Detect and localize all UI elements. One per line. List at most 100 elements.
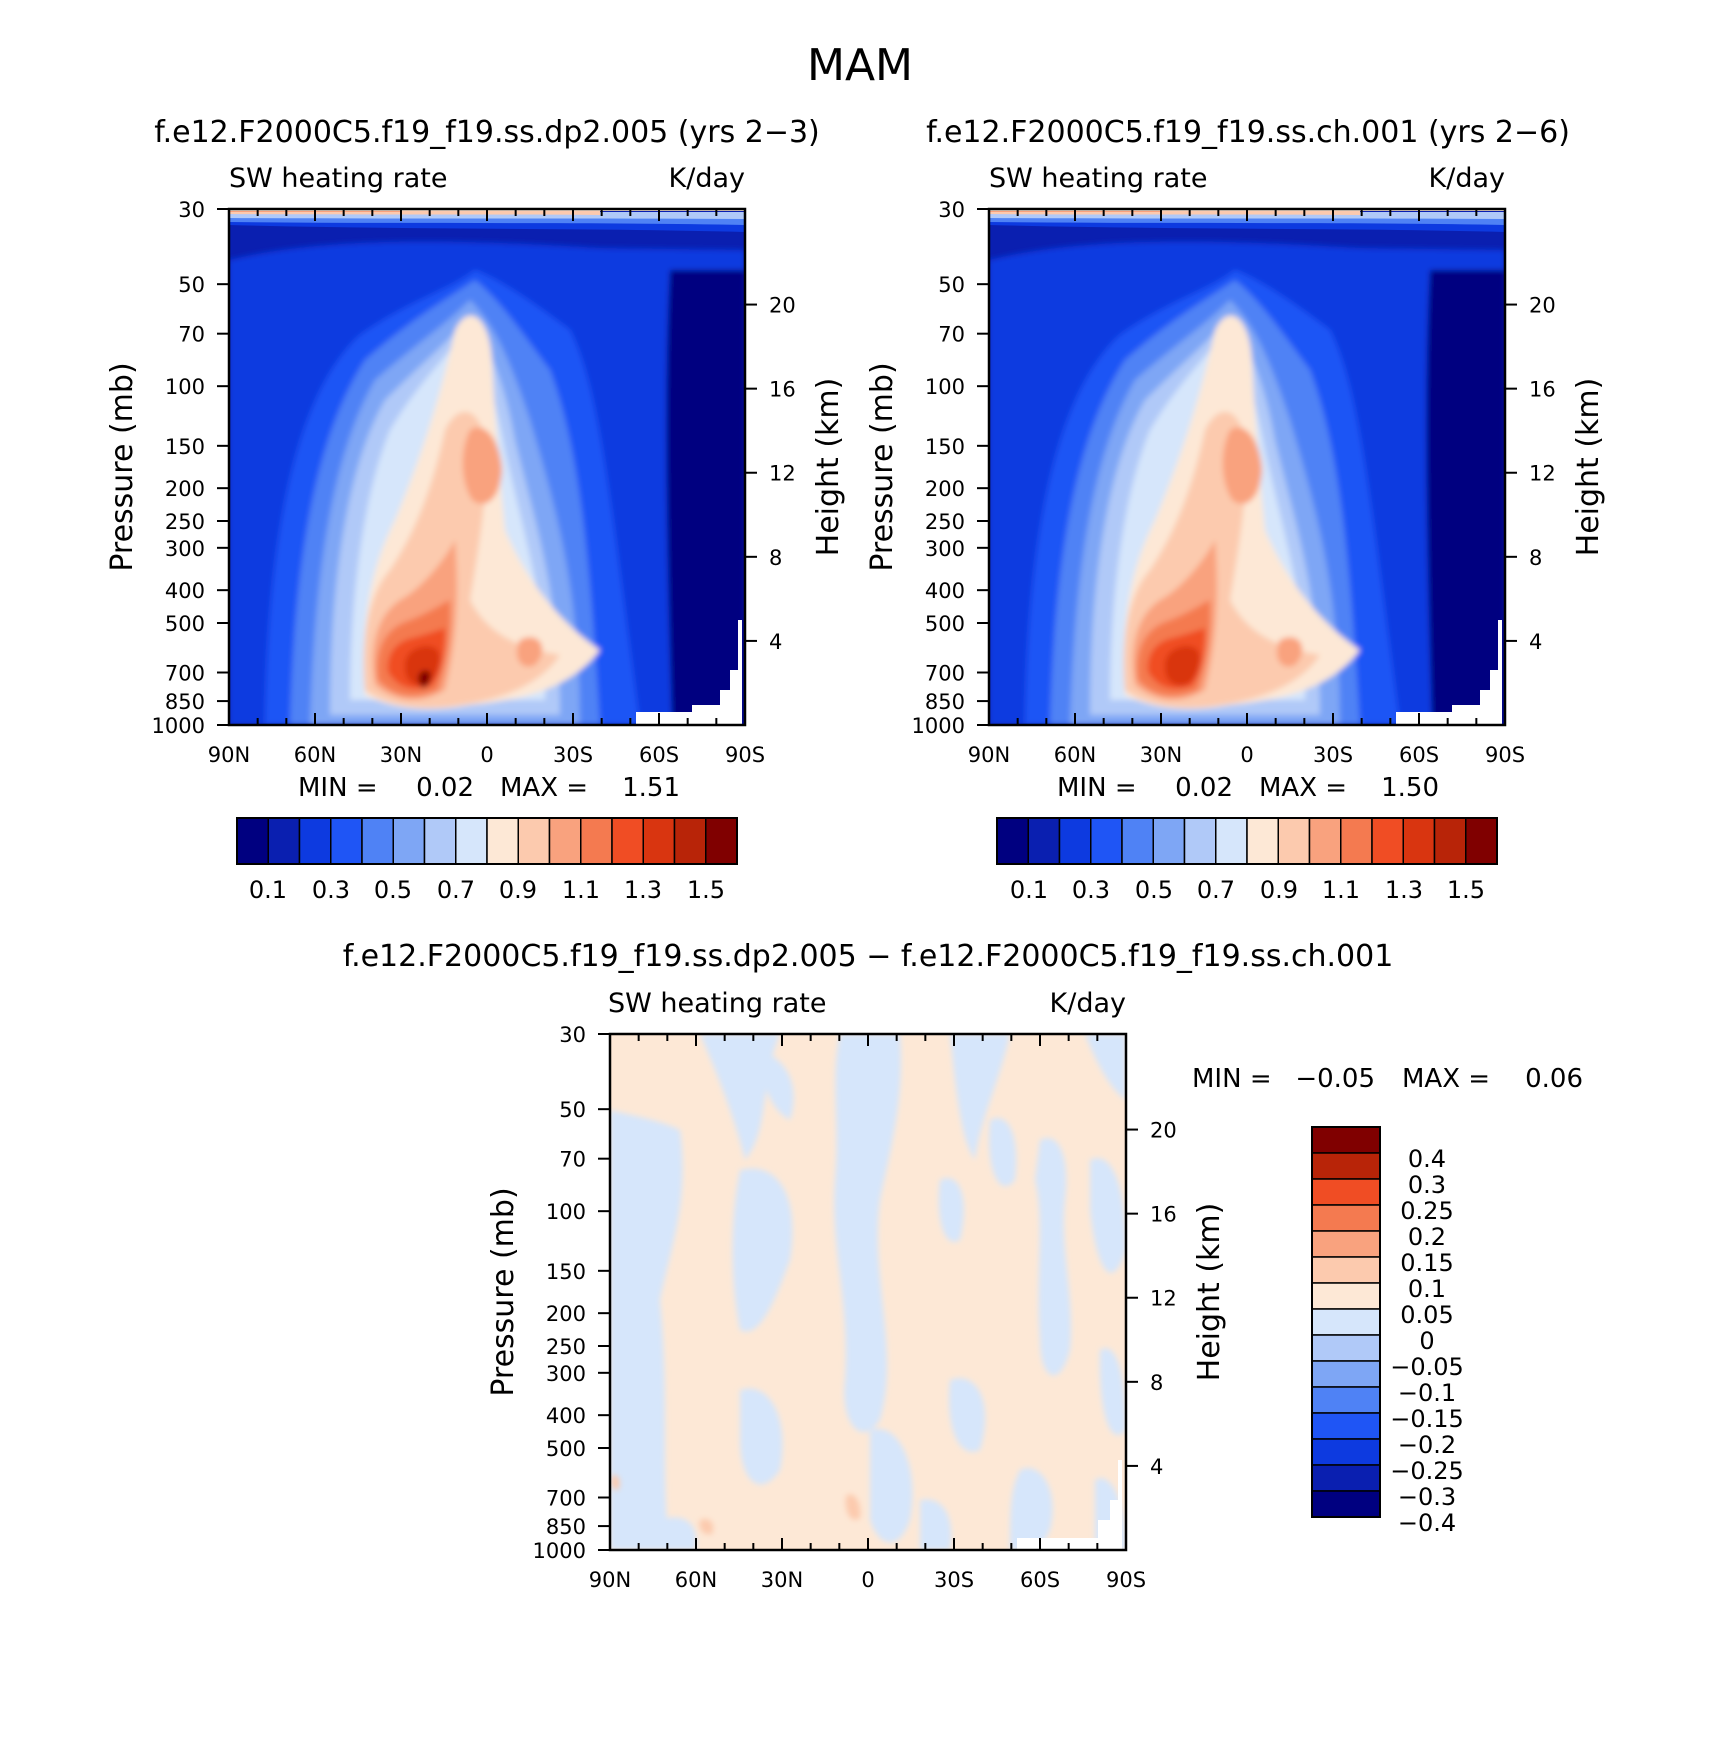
- panel-c-colorbar-swatch: [1311, 1152, 1381, 1180]
- panel-a-ytick-label: 700: [165, 662, 205, 686]
- panel-b-colorbar-frame: [996, 817, 1498, 865]
- panel-a-ytick-label: 70: [178, 323, 205, 347]
- panel-b-min-value: 0.02: [1175, 773, 1233, 803]
- panel-c-cbar-label: 0.1: [1408, 1275, 1446, 1303]
- panel-a-colorbar-swatch: [611, 817, 644, 865]
- panel-b-min-label: MIN =: [1057, 773, 1137, 803]
- panel-a-ytick-label: 100: [165, 375, 205, 399]
- panel-c-xtick-label: 60N: [675, 1568, 717, 1592]
- panel-c-colorbar-swatch: [1311, 1178, 1381, 1206]
- panel-b-y2tick-label: 8: [1529, 546, 1542, 570]
- panel-a-colorbar-swatch: [455, 817, 488, 865]
- panel-c-y2label: Height (km): [1192, 1203, 1227, 1382]
- panel-c-colorbar-swatch: [1311, 1308, 1381, 1336]
- panel-c-xtick-label: 60S: [1020, 1568, 1060, 1592]
- panel-b-colorbar-swatch: [1340, 817, 1373, 865]
- panel-b-contour-field: [989, 209, 1505, 725]
- panel-b-ytick-label: 30: [938, 198, 965, 222]
- panel-b-colorbar-swatch: [1027, 817, 1061, 865]
- panel-a-colorbar-swatch: [392, 817, 426, 865]
- panel-b-colorbar-swatch: [1058, 817, 1092, 865]
- panel-a-ytick-label: 850: [165, 690, 205, 714]
- panel-a-units-label: K/day: [669, 163, 745, 194]
- panel-c-max-label: MAX =: [1402, 1064, 1490, 1094]
- panel-a-cbar-label: 0.3: [312, 876, 350, 904]
- panel-b-cbar-label: 1.3: [1385, 876, 1423, 904]
- panel-a-cbar-label: 0.5: [374, 876, 412, 904]
- panel-c-colorbar-swatch: [1311, 1464, 1381, 1492]
- panel-b-ytick-label: 700: [925, 662, 965, 686]
- panel-b-ytick-label: 250: [925, 510, 965, 534]
- panel-c-cbar-label: 0.25: [1400, 1197, 1453, 1225]
- panel-a-cbar-label: 1.5: [687, 876, 725, 904]
- panel-c-cbar-label: −0.15: [1390, 1405, 1464, 1433]
- panel-a-colorbar-swatch: [267, 817, 301, 865]
- panel-b-cbar-label: 0.3: [1072, 876, 1110, 904]
- panel-c-cbar-label: −0.25: [1390, 1457, 1464, 1485]
- panel-c-y2tick-label: 20: [1150, 1119, 1177, 1143]
- panel-b-colorbar-labels: 0.1 0.3 0.5 0.7 0.9 1.1 1.3 1.5: [1010, 876, 1485, 904]
- panel-b-colorbar-swatch: [1121, 817, 1154, 865]
- panel-a-colorbar-swatch: [330, 817, 363, 865]
- panel-b-y2label: Height (km): [1571, 378, 1606, 557]
- panel-a-xtick-label: 90S: [725, 743, 765, 767]
- panel-c-ytick-label: 200: [546, 1302, 586, 1326]
- panel-c-y2tick-label: 4: [1150, 1455, 1163, 1479]
- panel-b-ytick-label: 300: [925, 537, 965, 561]
- panel-b-colorbar-swatch: [1465, 817, 1498, 865]
- panel-b-ylabel: Pressure (mb): [865, 362, 900, 571]
- panel-a-ytick-label: 400: [165, 579, 205, 603]
- panel-a-xticks: 90N 60N 30N 0 30S 60S 90S: [208, 209, 765, 767]
- panel-c-colorbar-swatch: [1311, 1256, 1381, 1284]
- panel-a-ytick-label: 200: [165, 477, 205, 501]
- panel-b-colorbar-swatch: [996, 817, 1029, 865]
- panel-c-variable-label: SW heating rate: [608, 988, 826, 1019]
- panel-c-ytick-label: 400: [546, 1404, 586, 1428]
- panel-b-ytick-label: 150: [925, 435, 965, 459]
- panel-c-xtick-label: 30S: [934, 1568, 974, 1592]
- panel-c-ytick-label: 250: [546, 1335, 586, 1359]
- panel-b-max-label: MAX =: [1259, 773, 1347, 803]
- panel-b-xtick-label: 60S: [1399, 743, 1439, 767]
- panel-c-colorbar-swatch: [1311, 1204, 1381, 1232]
- panel-b-ytick-label: 500: [925, 612, 965, 636]
- panel-a-min-value: 0.02: [416, 773, 474, 803]
- panel-a-ytick-label: 500: [165, 612, 205, 636]
- panel-b-ytick-label: 70: [938, 323, 965, 347]
- panel-a-colorbar-swatch: [548, 817, 582, 865]
- panel-c-xtick-label: 0: [861, 1568, 874, 1592]
- panel-b-y2tick-label: 20: [1529, 294, 1556, 318]
- panel-c-cbar-label: 0.4: [1408, 1145, 1446, 1173]
- panel-b-ytick-label: 1000: [912, 714, 965, 738]
- panel-b-y2tick-label: 12: [1529, 462, 1556, 486]
- panel-c-colorbar-swatch: [1311, 1412, 1381, 1440]
- panel-c-xtick-label: 90N: [589, 1568, 631, 1592]
- panel-b-cbar-label: 0.1: [1010, 876, 1048, 904]
- panel-c-colorbar-swatch: [1311, 1438, 1381, 1466]
- panel-a-ytick-label: 250: [165, 510, 205, 534]
- panel-b-ytick-label: 100: [925, 375, 965, 399]
- panel-b-xtick-label: 30S: [1313, 743, 1353, 767]
- panel-c-cbar-label: 0.3: [1408, 1171, 1446, 1199]
- panel-a-y2tick-label: 8: [769, 546, 782, 570]
- panel-c-units-label: K/day: [1050, 988, 1126, 1019]
- panel-b-xtick-label: 60N: [1054, 743, 1096, 767]
- panel-c-y2tick-label: 8: [1150, 1371, 1163, 1395]
- panel-a-ylabel: Pressure (mb): [105, 362, 140, 571]
- panel-a-colorbar-swatch: [361, 817, 394, 865]
- panel-b-variable-label: SW heating rate: [989, 163, 1207, 194]
- panel-b-colorbar-swatch: [1433, 817, 1467, 865]
- panel-a-colorbar-swatch: [298, 817, 332, 865]
- panel-a-colorbar-labels: 0.1 0.3 0.5 0.7 0.9 1.1 1.3 1.5: [249, 876, 725, 904]
- panel-a-colorbar-swatch: [705, 817, 738, 865]
- panel-a-ytick-label: 30: [178, 198, 205, 222]
- panel-c-ytick-label: 50: [559, 1098, 586, 1122]
- panel-a-cbar-label: 1.3: [624, 876, 662, 904]
- panel-c-xtick-label: 90S: [1106, 1568, 1146, 1592]
- panel-a-xtick-label: 30N: [380, 743, 422, 767]
- panel-b-y2tick-label: 4: [1529, 630, 1542, 654]
- panel-c-colorbar-labels: 0.4 0.3 0.25 0.2 0.15 0.1 0.05 0 −0.05 −…: [1390, 1145, 1464, 1537]
- panel-c-y2ticks: 20 16 12 8 4: [1126, 1119, 1177, 1479]
- panel-c-cbar-label: −0.2: [1398, 1431, 1456, 1459]
